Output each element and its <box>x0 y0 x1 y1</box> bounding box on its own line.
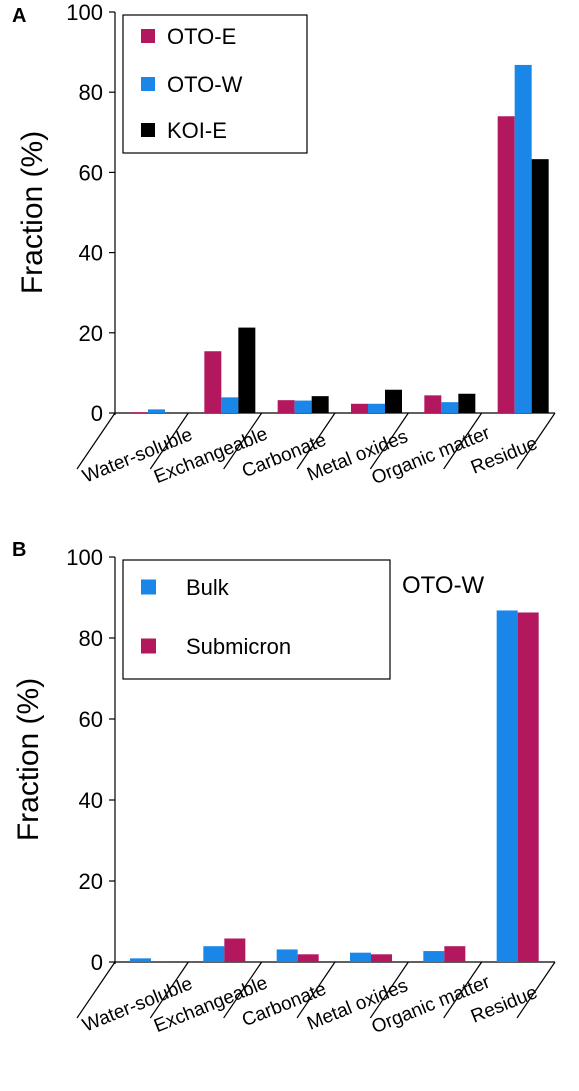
bar-bulk-0 <box>130 958 151 962</box>
legend-label: Bulk <box>186 575 230 600</box>
y-axis-label: Fraction (%) <box>12 678 45 841</box>
bar-oto-w-4 <box>441 402 459 413</box>
y-tick-label: 60 <box>79 160 103 185</box>
bar-oto-w-1 <box>221 397 239 413</box>
bar-oto-e-0 <box>131 412 148 413</box>
bar-koi-e-2 <box>311 396 329 413</box>
bar-oto-w-2 <box>294 400 312 413</box>
chart-annotation: OTO-W <box>402 572 485 599</box>
category-divider <box>223 961 263 1019</box>
category-divider <box>76 961 116 1019</box>
legend-label: KOI-E <box>167 118 227 143</box>
legend-swatch <box>141 123 155 137</box>
bar-koi-e-4 <box>458 393 476 413</box>
bar-bulk-5 <box>496 610 518 962</box>
bar-oto-e-5 <box>497 116 515 413</box>
legend: Bulk Submicron <box>122 559 391 680</box>
category-divider <box>443 412 483 470</box>
bar-submicron-5 <box>517 612 539 962</box>
y-tick-label: 20 <box>79 869 103 894</box>
bar-koi-e-3 <box>385 389 402 413</box>
legend-swatch <box>141 29 155 43</box>
legend-box <box>122 559 391 680</box>
legend-label: Submicron <box>186 634 291 659</box>
y-tick-label: 0 <box>91 401 103 426</box>
category-divider <box>516 412 556 470</box>
panel-letter: B <box>12 539 26 561</box>
category-divider <box>149 412 189 470</box>
category-divider <box>369 412 409 470</box>
y-tick-label: 100 <box>66 545 103 570</box>
y-tick-label: 20 <box>79 321 103 346</box>
y-tick-label: 80 <box>79 626 103 651</box>
bar-oto-w-0 <box>148 409 165 413</box>
legend-label: OTO-E <box>167 24 236 49</box>
bar-submicron-0 <box>151 961 172 962</box>
bar-submicron-1 <box>224 938 246 962</box>
panel-letter: A <box>12 5 26 27</box>
bar-oto-e-4 <box>424 395 442 413</box>
category-divider <box>296 961 336 1019</box>
y-axis-label: Fraction (%) <box>16 131 49 294</box>
category-divider <box>76 412 116 470</box>
bar-bulk-3 <box>350 952 371 962</box>
category-divider <box>443 961 483 1019</box>
y-tick-label: 0 <box>91 950 103 975</box>
y-tick-label: 40 <box>79 788 103 813</box>
legend-label: OTO-W <box>167 72 243 97</box>
bar-oto-e-2 <box>277 400 295 413</box>
bar-oto-w-5 <box>514 64 532 413</box>
bar-koi-e-1 <box>238 327 256 413</box>
bar-bulk-1 <box>203 946 225 962</box>
bar-submicron-2 <box>297 954 319 962</box>
legend-swatch <box>141 579 156 595</box>
y-tick-label: 60 <box>79 707 103 732</box>
y-tick-label: 100 <box>66 0 103 25</box>
category-divider <box>223 412 263 470</box>
bar-oto-w-3 <box>368 403 385 413</box>
legend-swatch <box>141 77 155 91</box>
bar-koi-e-5 <box>531 159 549 413</box>
category-divider <box>296 412 336 470</box>
bar-oto-e-3 <box>351 403 368 413</box>
bar-bulk-2 <box>276 949 298 962</box>
bar-oto-e-1 <box>204 351 222 413</box>
category-divider <box>149 961 189 1019</box>
legend-swatch <box>141 638 156 654</box>
y-tick-label: 40 <box>79 241 103 266</box>
category-divider <box>516 961 556 1019</box>
bar-submicron-4 <box>444 946 466 962</box>
legend: OTO-E OTO-W KOI-E <box>122 14 308 154</box>
bar-submicron-3 <box>371 954 392 962</box>
bar-bulk-4 <box>423 951 445 962</box>
category-divider <box>369 961 409 1019</box>
y-tick-label: 80 <box>79 80 103 105</box>
